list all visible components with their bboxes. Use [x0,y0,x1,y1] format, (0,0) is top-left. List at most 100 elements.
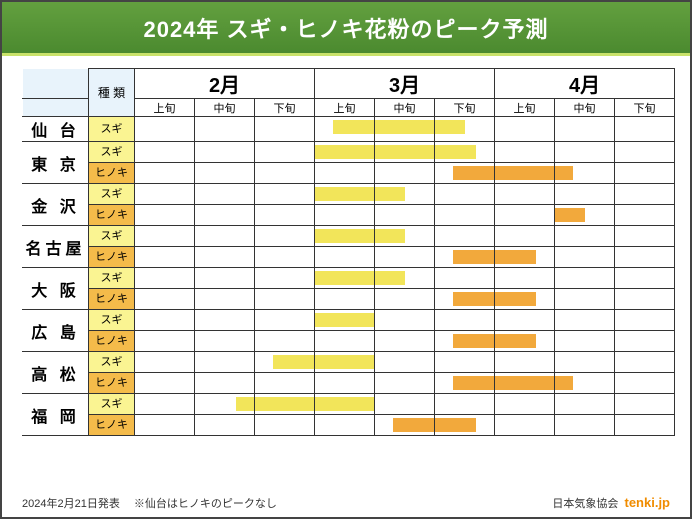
city-cell: 東 京 [23,142,89,184]
bar-hinoki [495,376,554,390]
timeline-cell [315,163,375,184]
bar-sugi [315,145,374,159]
timeline-cell [615,394,675,415]
type-cell-hinoki: ヒノキ [89,331,135,352]
table-head: 種 類 2月 3月 4月 上旬 中旬 下旬 上旬 中旬 下旬 上旬 中旬 下旬 [23,69,675,117]
timeline-cell [555,226,615,247]
timeline-cell [135,394,195,415]
timeline-cell [555,415,615,436]
table-body: 仙 台スギ東 京スギヒノキ金 沢スギヒノキ名古屋スギヒノキ大 阪スギヒノキ広 島… [23,117,675,436]
timeline-cell [375,142,435,163]
type-cell-sugi: スギ [89,310,135,331]
timeline-cell [435,184,495,205]
timeline-cell [315,205,375,226]
bar-sugi [255,397,314,411]
timeline-cell [495,247,555,268]
type-header: 種 類 [89,69,135,117]
timeline-cell [435,331,495,352]
timeline-cell [255,352,315,373]
table-row: ヒノキ [23,205,675,226]
timeline-cell [435,163,495,184]
bar-hinoki [495,166,554,180]
timeline-cell [615,142,675,163]
timeline-cell [435,117,495,142]
sub-header: 下旬 [615,99,675,117]
footer-brand: tenki.jp [624,495,670,510]
table-row: 広 島スギ [23,310,675,331]
sub-header: 上旬 [315,99,375,117]
timeline-cell [555,373,615,394]
timeline-cell [435,310,495,331]
sub-header: 中旬 [555,99,615,117]
timeline-cell [255,163,315,184]
timeline-cell [615,247,675,268]
timeline-cell [615,310,675,331]
table-row: ヒノキ [23,163,675,184]
timeline-cell [255,415,315,436]
timeline-cell [495,117,555,142]
timeline-cell [495,310,555,331]
timeline-cell [555,247,615,268]
timeline-cell [375,117,435,142]
bar-hinoki [495,334,536,348]
bar-hinoki [453,166,494,180]
footer-org: 日本気象協会 [552,498,618,510]
type-cell-hinoki: ヒノキ [89,247,135,268]
ghost-cell [23,99,89,117]
timeline-cell [435,268,495,289]
timeline-cell [375,226,435,247]
city-cell: 大 阪 [23,268,89,310]
table-row: 金 沢スギ [23,184,675,205]
footer: 2024年2月21日発表 ※仙台はヒノキのピークなし 日本気象協会 tenki.… [22,495,670,511]
timeline-cell [135,226,195,247]
timeline-cell [135,373,195,394]
timeline-cell [255,205,315,226]
timeline-cell [315,289,375,310]
timeline-cell [435,247,495,268]
timeline-cell [375,310,435,331]
timeline-cell [555,289,615,310]
bar-sugi [375,187,405,201]
table-row: 福 岡スギ [23,394,675,415]
timeline-cell [195,289,255,310]
bar-sugi [375,271,405,285]
timeline-cell [315,142,375,163]
title-text: 2024年 スギ・ヒノキ花粉のピーク予測 [143,12,548,44]
table-row: ヒノキ [23,415,675,436]
chart-area: 種 類 2月 3月 4月 上旬 中旬 下旬 上旬 中旬 下旬 上旬 中旬 下旬 [2,56,690,440]
timeline-cell [375,352,435,373]
type-cell-hinoki: ヒノキ [89,205,135,226]
type-cell-sugi: スギ [89,226,135,247]
timeline-cell [555,142,615,163]
timeline-cell [555,352,615,373]
timeline-cell [375,331,435,352]
timeline-cell [315,310,375,331]
timeline-cell [435,142,495,163]
timeline-cell [195,352,255,373]
timeline-cell [375,268,435,289]
timeline-cell [195,163,255,184]
sub-header: 上旬 [495,99,555,117]
timeline-cell [195,205,255,226]
timeline-cell [135,247,195,268]
title-band: 2024年 スギ・ヒノキ花粉のピーク予測 [2,2,690,56]
timeline-cell [615,268,675,289]
timeline-cell [375,289,435,310]
timeline-cell [375,394,435,415]
bar-sugi [315,355,374,369]
timeline-cell [135,310,195,331]
timeline-cell [555,310,615,331]
timeline-cell [495,373,555,394]
type-cell-hinoki: ヒノキ [89,415,135,436]
timeline-cell [555,205,615,226]
bar-hinoki [393,418,434,432]
city-cell: 名古屋 [23,226,89,268]
bar-sugi [315,313,374,327]
timeline-cell [615,331,675,352]
timeline-cell [375,163,435,184]
bar-sugi [236,397,254,411]
bar-hinoki [495,250,536,264]
timeline-cell [195,331,255,352]
timeline-cell [615,205,675,226]
bar-sugi [315,187,374,201]
